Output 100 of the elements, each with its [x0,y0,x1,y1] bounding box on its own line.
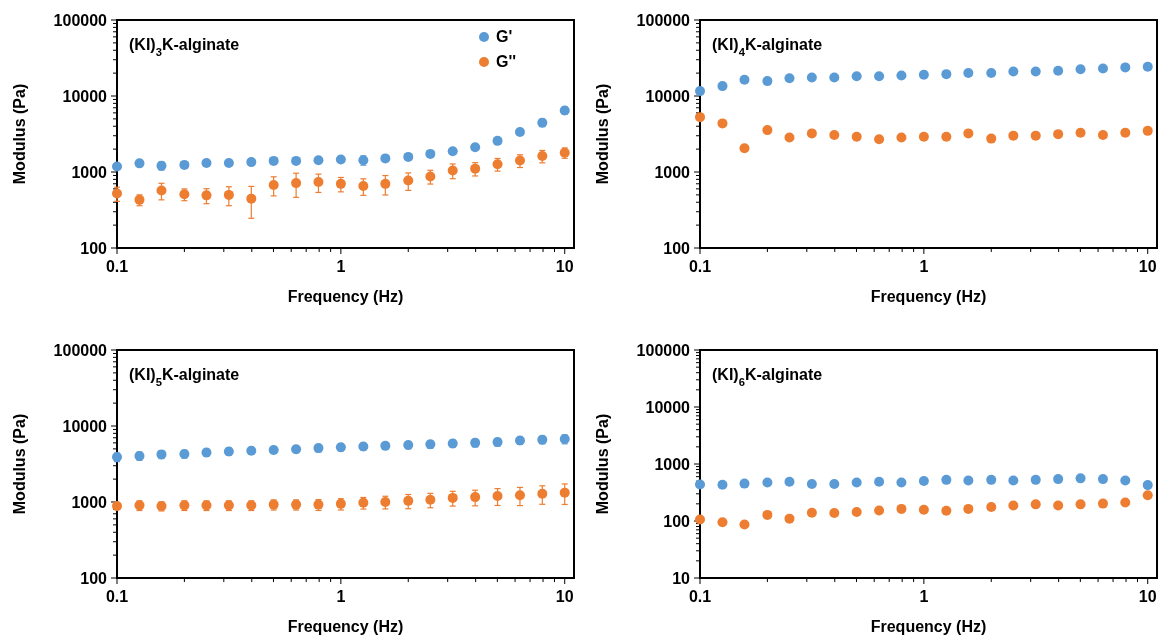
point [896,477,907,488]
point [784,132,795,143]
point [784,476,795,487]
point [941,131,952,142]
point [291,155,302,166]
x-tick-label: 10 [555,588,574,605]
point [896,70,907,81]
point [1097,129,1108,140]
point [1053,474,1064,485]
point [380,178,391,189]
point [986,474,997,485]
point [313,155,324,166]
text: (KI)$_{3}$K-alginate [129,36,240,58]
point [717,517,728,528]
point [874,71,885,82]
point [851,506,862,517]
point [874,505,885,516]
point [829,479,840,489]
point [447,165,458,176]
point [941,474,952,485]
point [134,158,145,169]
point [1008,475,1019,486]
point [918,131,929,142]
point [695,112,705,123]
point [559,487,570,498]
point [941,69,952,80]
point [874,476,885,487]
point [695,86,705,97]
point [1008,130,1019,141]
y-tick-label: 1000 [654,456,691,473]
point [403,151,414,162]
y-tick-label: 100 [80,570,108,587]
x-axis-title: Frequency (Hz) [287,618,404,635]
point [313,177,324,188]
y-axis-title: Modulus (Pa) [594,83,611,185]
legend-label: G'' [496,53,517,70]
point [963,128,974,139]
point [806,479,817,489]
point [963,475,974,486]
y-tick-label: 10000 [62,418,108,435]
text: (KI)$_{6}$K-alginate [712,366,823,388]
point [829,72,840,83]
x-tick-label: 0.1 [105,588,129,605]
y-tick-label: 1000 [71,494,108,511]
point [896,132,907,143]
point [1142,61,1153,72]
point [380,153,391,164]
y-axis-title: Modulus (Pa) [11,83,28,185]
point [762,509,773,520]
y-tick-label: 100 [663,513,691,530]
point [941,505,952,516]
point [1053,129,1064,140]
point [1142,490,1153,501]
x-tick-label: 10 [555,258,574,275]
point [112,161,122,172]
x-axis-title: Frequency (Hz) [870,288,987,305]
point [829,129,840,140]
point [246,193,257,204]
point [717,479,728,490]
point [1008,66,1019,77]
point [425,494,436,505]
y-tick-label: 10 [672,570,691,587]
point [918,69,929,80]
y-tick-label: 1000 [654,164,691,181]
x-tick-label: 10 [1138,588,1157,605]
point [1030,66,1041,77]
point [762,76,773,87]
point [695,514,705,525]
point [514,127,525,137]
point [784,513,795,524]
point [380,440,391,451]
point [447,146,458,157]
y-tick-label: 10000 [62,88,108,105]
y-tick-label: 100 [663,240,691,257]
x-tick-label: 0.1 [688,588,712,605]
point [335,178,346,189]
point [403,495,414,506]
x-tick-label: 1 [919,258,929,275]
x-axis-title: Frequency (Hz) [287,288,404,305]
point [874,134,885,145]
point [335,154,346,165]
point [762,477,773,488]
point [1030,499,1041,510]
point [201,158,212,169]
point [425,148,436,159]
point [963,503,974,514]
point [986,133,997,144]
y-tick-label: 10000 [645,399,691,416]
point [1097,63,1108,74]
point [447,492,458,503]
point [1053,65,1064,76]
point [829,508,840,519]
y-tick-label: 100000 [636,12,691,29]
point [470,142,481,153]
point [986,502,997,512]
point [918,475,929,486]
y-tick-label: 100000 [636,342,691,359]
point [1030,474,1041,485]
point [492,135,503,146]
point [851,477,862,488]
